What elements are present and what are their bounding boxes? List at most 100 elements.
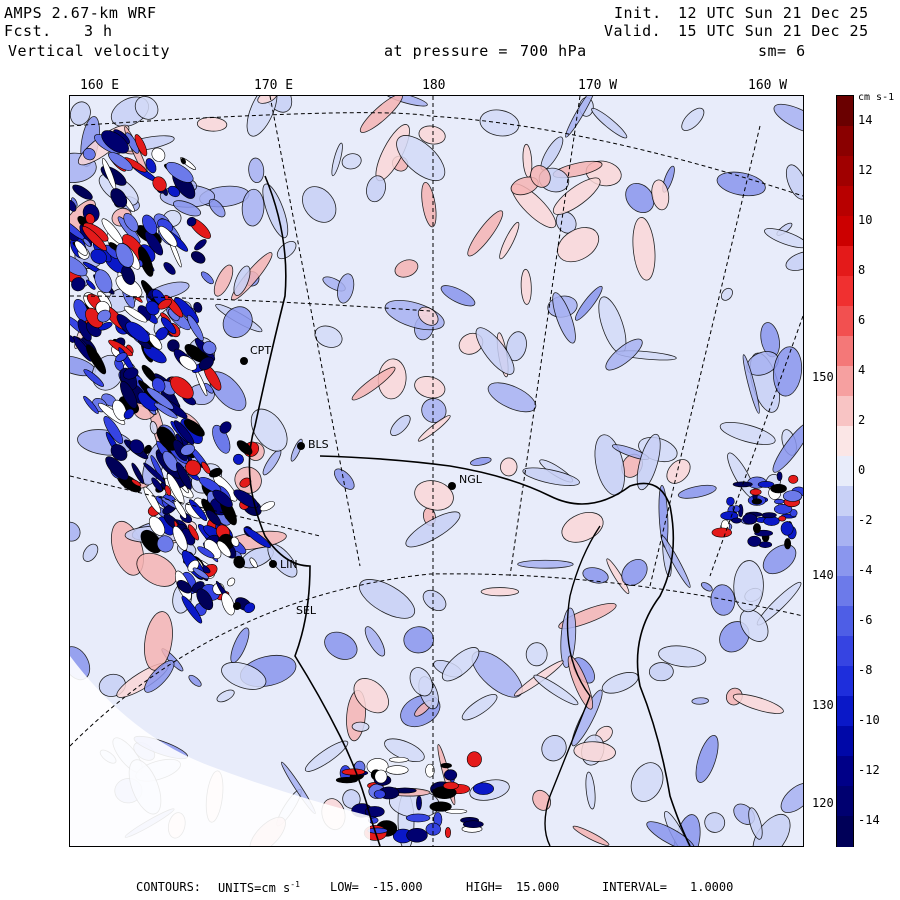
field-blob — [351, 366, 396, 401]
station-ngl-label: NGL — [459, 473, 483, 486]
field-blob — [681, 107, 705, 131]
pressure-value: 700 hPa — [520, 42, 587, 60]
map-plot-area: CPT BLS NGL LIN SEL — [69, 95, 804, 847]
interval-value: 1.0000 — [690, 880, 734, 894]
valid-label: Valid. — [604, 22, 662, 40]
field-blob — [144, 611, 173, 671]
colorbar-swatch — [837, 816, 853, 847]
mountain-blob — [145, 300, 160, 316]
field-blob — [572, 825, 610, 846]
colorbar-tick-label: -6 — [858, 613, 873, 627]
mountain-blob — [110, 188, 128, 208]
mountain-blob — [134, 134, 148, 157]
convective-blob — [405, 813, 431, 823]
mountain-blob — [172, 525, 188, 551]
low-label: LOW= — [330, 880, 359, 894]
field-blob — [733, 560, 764, 613]
mountain-blob — [82, 148, 96, 161]
colorbar-tick-label: 0 — [858, 463, 866, 477]
colorbar-swatch — [837, 576, 853, 607]
mountain-blob — [115, 352, 128, 362]
model-title: AMPS 2.67-km WRF — [4, 4, 157, 22]
mountain-blob — [152, 176, 167, 192]
mountain-blob — [233, 489, 259, 509]
mountain-blob — [173, 420, 195, 445]
mountain-blob — [85, 344, 107, 375]
mountain-blob — [73, 298, 89, 322]
field-blob — [213, 264, 234, 297]
convective-blob — [373, 789, 386, 799]
field-blob — [440, 285, 476, 307]
field-blob — [409, 667, 433, 697]
field-blob — [149, 421, 158, 435]
mountain-blob — [188, 499, 208, 521]
mountain-blob — [142, 214, 158, 235]
mountain-blob — [205, 509, 221, 526]
mountain-blob — [125, 321, 150, 343]
mountain-blob — [176, 579, 192, 594]
field-blob — [331, 142, 343, 177]
colorbar-tick-label: -2 — [858, 513, 873, 527]
mountain-blob — [212, 424, 231, 454]
pressure-label: at pressure = — [384, 42, 508, 60]
field-blob — [561, 512, 604, 543]
mountain-blob — [162, 451, 179, 472]
colorbar-swatch — [837, 516, 853, 547]
mountain-blob — [82, 226, 107, 251]
convective-blob — [720, 511, 739, 521]
mountain-blob — [243, 602, 256, 614]
mountain-blob — [156, 535, 174, 553]
convective-blob — [778, 515, 787, 522]
field-blob — [216, 689, 235, 703]
mountain-blob — [216, 540, 232, 557]
field-blob — [605, 338, 643, 371]
mountain-blob — [198, 356, 214, 371]
mountain-blob — [151, 377, 166, 393]
convective-blob — [742, 513, 758, 525]
mountain-blob — [148, 516, 166, 536]
colorbar-swatch — [837, 336, 853, 367]
field-blob — [417, 415, 451, 442]
field-blob — [418, 125, 446, 145]
field-blob — [785, 251, 803, 271]
station-sel-marker — [233, 602, 241, 610]
station-sel-label: SEL — [296, 604, 317, 617]
convective-blob — [731, 517, 742, 524]
graticule-lon-160w — [649, 125, 761, 587]
field-blob — [704, 812, 726, 833]
mountain-blob — [123, 212, 139, 232]
field-blob — [384, 96, 428, 107]
convective-blob — [406, 828, 428, 843]
field-blob — [262, 183, 289, 239]
field-blob — [358, 579, 416, 619]
field-blob — [248, 157, 265, 184]
mountain-blob — [85, 213, 96, 225]
field-blob — [658, 645, 707, 668]
station-bls-marker — [297, 442, 305, 450]
mountain-blob — [230, 536, 240, 547]
station-lin-marker — [269, 560, 277, 568]
field-blob — [353, 678, 389, 714]
mountain-blob — [187, 524, 199, 541]
mountain-blob — [158, 225, 178, 247]
mountain-blob — [233, 453, 244, 465]
mountain-blob — [144, 231, 164, 256]
colorbar-swatch — [837, 366, 853, 397]
field-blob — [552, 177, 601, 215]
mountain-blob — [202, 341, 217, 355]
mountain-blob — [120, 380, 138, 409]
convective-blob — [444, 827, 451, 838]
field-blob — [341, 153, 362, 170]
coastline-west — [248, 175, 381, 846]
mountain-blob — [143, 444, 152, 454]
colorbar-tick-label: -10 — [858, 713, 880, 727]
mountain-blob — [151, 147, 166, 162]
mountain-blob — [105, 456, 129, 481]
mountain-blob — [180, 444, 196, 456]
init-label: Init. — [614, 4, 662, 22]
colorbar-swatch — [837, 606, 853, 637]
field-blob — [520, 268, 532, 305]
field-blob — [585, 771, 596, 810]
field-blob — [606, 558, 630, 595]
no-data-region — [70, 656, 370, 846]
